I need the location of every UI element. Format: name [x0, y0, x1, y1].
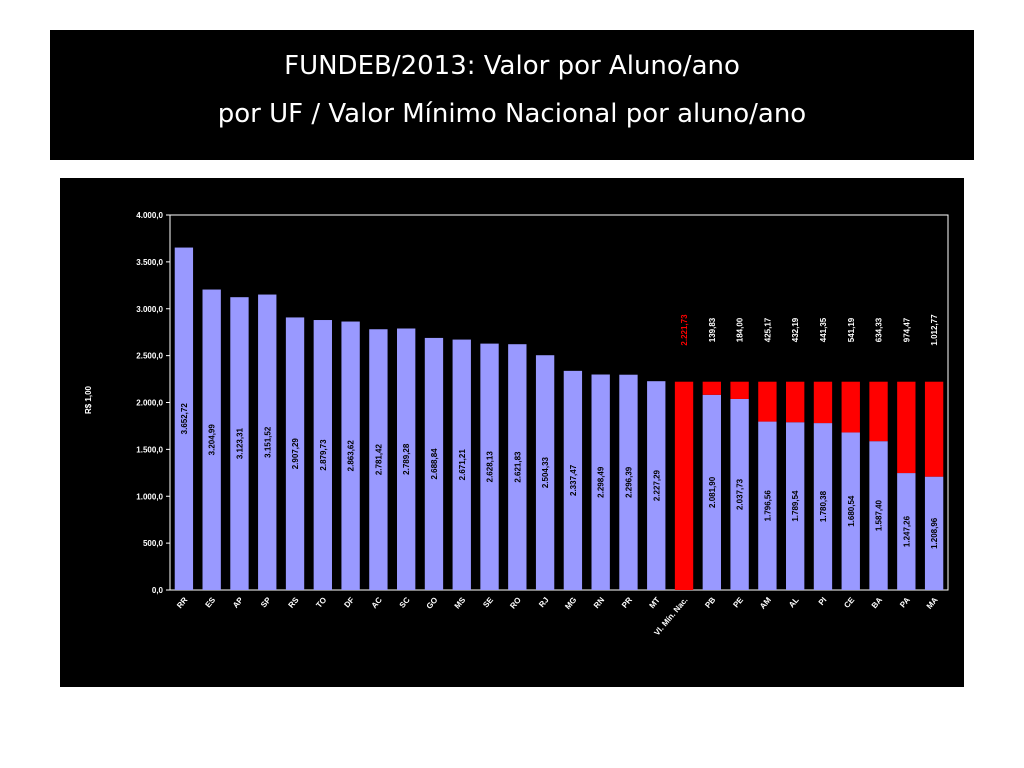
bar-segment	[924, 476, 944, 590]
bar-segment	[758, 381, 777, 422]
value-label: 139,83	[708, 317, 717, 342]
bar-segment	[369, 329, 388, 590]
value-label: 1.012,77	[930, 314, 939, 346]
bar-segment	[674, 381, 694, 590]
value-label: 184,00	[736, 317, 745, 342]
value-label: 3.652,72	[180, 403, 189, 435]
value-label: 2.863,62	[347, 440, 356, 472]
bar-segment	[813, 381, 833, 424]
bar-segment	[813, 423, 833, 590]
chart-subtitle: por UF / Valor Mínimo Nacional por aluno…	[218, 99, 806, 129]
y-tick-label: 1.000,0	[136, 492, 163, 501]
value-label: 1.780,38	[819, 490, 828, 522]
value-label: 441,35	[819, 317, 828, 342]
value-label: 2.221,73	[680, 314, 689, 346]
value-label: 2.621,83	[513, 451, 522, 483]
value-label: 2.789,28	[402, 443, 411, 475]
value-label: 634,33	[875, 317, 884, 342]
value-label: 2.688,84	[430, 448, 439, 480]
value-label: 3.204,99	[208, 424, 217, 456]
y-axis-label: R$ 1,00	[84, 385, 93, 414]
bar-segment	[619, 374, 638, 590]
value-label: 2.907,29	[291, 438, 300, 470]
value-label: 2.671,21	[458, 449, 467, 481]
value-label: 3.123,31	[235, 427, 244, 459]
value-label: 2.298,49	[597, 466, 606, 498]
bar-segment	[397, 328, 416, 590]
bar-segment	[869, 441, 888, 590]
y-tick-label: 2.000,0	[136, 399, 163, 408]
bar-segment	[258, 294, 277, 590]
y-tick-label: 500,0	[143, 539, 164, 548]
value-label: 2.337,47	[569, 464, 578, 496]
bar-segment	[452, 339, 471, 590]
y-tick-label: 3.500,0	[136, 258, 163, 267]
bar-segment	[897, 381, 916, 474]
bar-segment	[174, 247, 194, 590]
value-label: 3.151,52	[263, 426, 272, 458]
bar-segment	[730, 381, 749, 399]
value-label: 974,47	[902, 317, 911, 342]
bar-segment	[786, 381, 805, 423]
bar-segment	[313, 320, 332, 590]
bar-segment	[285, 317, 305, 590]
y-tick-label: 0,0	[152, 586, 164, 595]
value-label: 2.081,90	[708, 476, 717, 508]
x-tick-label: PI	[817, 596, 829, 608]
bar-segment	[924, 381, 944, 477]
title-box	[50, 30, 974, 160]
bar-segment	[647, 381, 666, 590]
value-label: 541,19	[847, 317, 856, 342]
bar-segment	[897, 473, 916, 590]
bar-segment	[841, 381, 860, 433]
value-label: 2.628,13	[486, 451, 495, 483]
value-label: 2.296,39	[624, 466, 633, 498]
value-label: 2.781,42	[374, 443, 383, 475]
y-tick-label: 4.000,0	[136, 211, 163, 220]
y-tick-label: 1.500,0	[136, 445, 163, 454]
value-label: 2.879,73	[319, 439, 328, 471]
bar-segment	[424, 337, 444, 590]
bar-segment	[535, 355, 555, 590]
bar-segment	[591, 374, 610, 590]
bar-segment	[341, 321, 360, 590]
bar-segment	[480, 343, 499, 590]
y-tick-label: 2.500,0	[136, 352, 163, 361]
value-label: 425,17	[763, 317, 772, 342]
value-label: 1.680,54	[847, 495, 856, 527]
bar-segment	[563, 370, 583, 590]
chart-title: FUNDEB/2013: Valor por Aluno/ano	[284, 51, 740, 81]
y-tick-label: 3.000,0	[136, 305, 163, 314]
value-label: 1.587,40	[875, 499, 884, 531]
value-label: 1.796,56	[763, 490, 772, 522]
value-label: 2.504,33	[541, 456, 550, 488]
bar-segment	[230, 297, 249, 590]
value-label: 1.208,96	[930, 517, 939, 549]
value-label: 2.037,73	[736, 478, 745, 510]
bar-segment	[730, 398, 749, 590]
bar-segment	[702, 394, 721, 590]
bar-segment	[758, 421, 777, 590]
bar-segment	[702, 381, 721, 395]
bar-segment	[202, 289, 221, 590]
bar-segment	[869, 381, 888, 442]
value-label: 1.247,26	[902, 515, 911, 547]
bar-segment	[786, 422, 805, 590]
bar-segment	[841, 432, 860, 590]
bar-segment	[508, 344, 527, 590]
value-label: 2.227,29	[652, 469, 661, 501]
value-label: 1.789,54	[791, 490, 800, 522]
value-label: 432,19	[791, 317, 800, 342]
